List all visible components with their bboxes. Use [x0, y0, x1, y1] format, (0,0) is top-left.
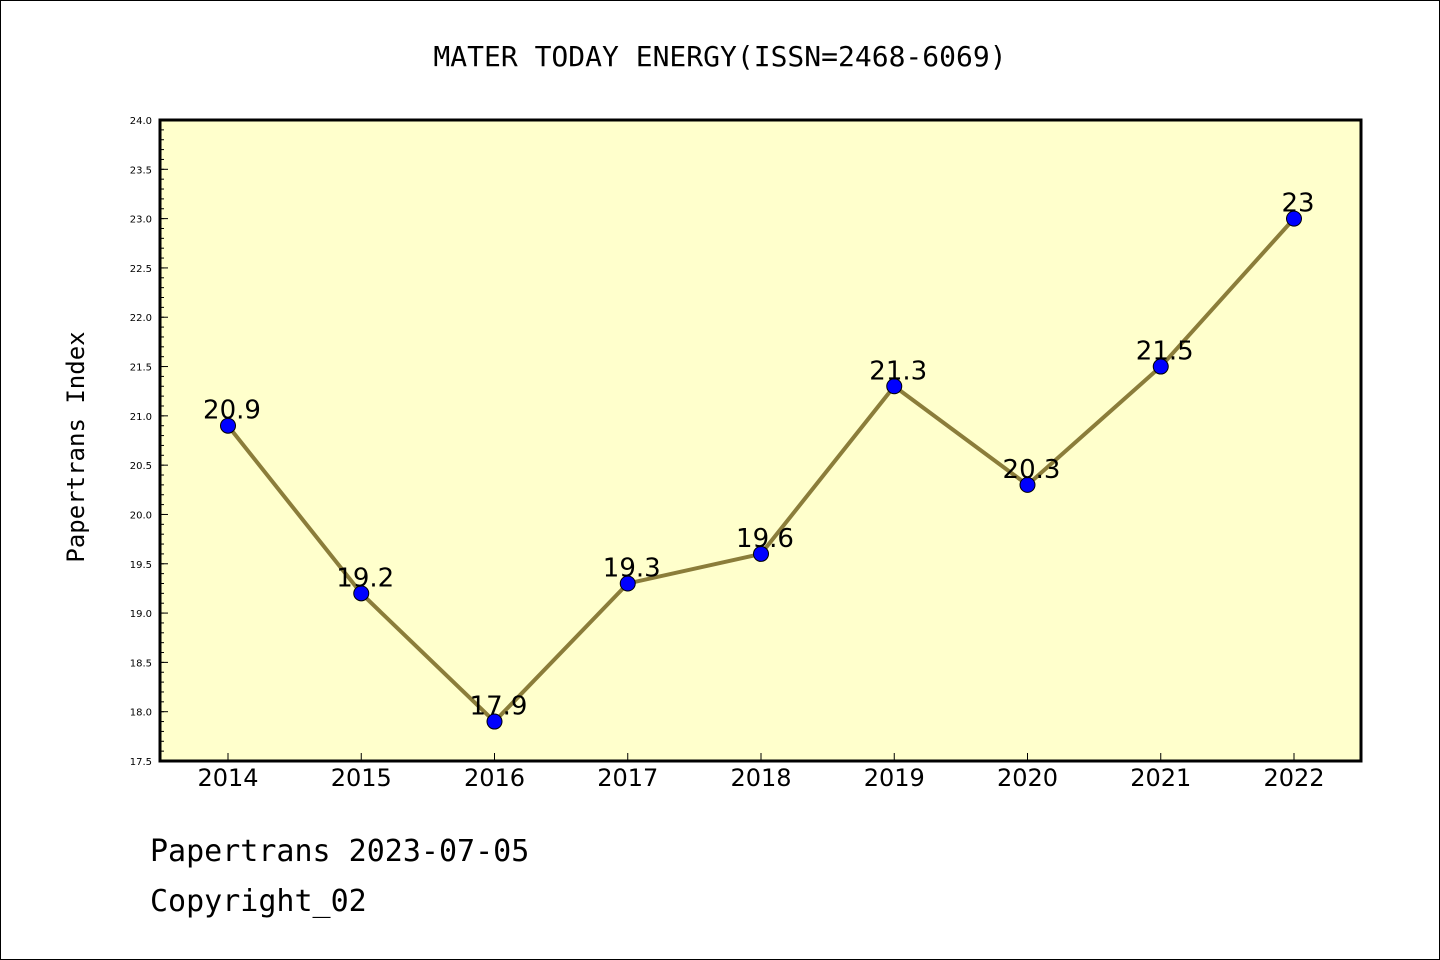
data-label: 23: [1281, 189, 1314, 219]
x-tick-label: 2018: [730, 764, 791, 792]
data-label: 20.3: [1003, 455, 1061, 485]
data-point: [1019, 476, 1036, 493]
plot-area: [160, 120, 1361, 761]
x-axis-tick-labels: 2014 2015 2016 2017 2018 2019 2020 2021 2022: [197, 764, 1324, 792]
y-tick-label: 24.0: [130, 116, 152, 127]
x-tick-label: 2022: [1263, 764, 1324, 792]
footer-date: Papertrans 2023-07-05: [150, 834, 530, 869]
y-tick-label: 22.0: [130, 313, 152, 324]
data-label: 17.9: [470, 692, 528, 722]
y-tick-label: 22.5: [130, 264, 152, 275]
y-axis-tick-labels: 17.5 18.0 18.5 19.0 19.5 20.0 20.5 21.0 21.5 22.0…: [130, 116, 152, 768]
series-markers: [220, 210, 1302, 730]
y-tick-label: 20.5: [130, 461, 152, 472]
data-point: [1152, 358, 1169, 375]
data-point: [753, 545, 769, 562]
data-label: 19.6: [736, 524, 794, 554]
x-tick-label: 2021: [1130, 764, 1191, 792]
x-tick-label: 2019: [864, 764, 925, 792]
chart-title: MATER TODAY ENERGY(ISSN=2468-6069): [433, 40, 1006, 73]
data-point: [220, 417, 236, 434]
data-label: 20.9: [203, 396, 261, 426]
y-axis-label: Papertrans Index: [62, 331, 90, 562]
data-point: [353, 585, 370, 602]
y-tick-label: 21.0: [130, 412, 152, 423]
data-labels: 20.9 19.2 17.9 19.3 19.6 21.3 20.3 21.5 23: [203, 189, 1314, 722]
data-point: [1286, 210, 1302, 227]
y-tick-label: 17.5: [130, 757, 152, 768]
data-point: [486, 713, 503, 730]
data-label: 19.3: [603, 553, 661, 583]
x-tick-label: 2016: [464, 764, 525, 792]
y-tick-label: 20.0: [130, 510, 152, 521]
y-tick-label: 23.5: [130, 165, 152, 176]
data-label: 19.2: [336, 563, 394, 593]
plot-border: [158, 118, 1363, 763]
data-label: 21.3: [869, 356, 927, 386]
data-point: [619, 575, 636, 592]
y-tick-label: 19.5: [130, 560, 152, 571]
x-tick-label: 2014: [197, 764, 258, 792]
x-tick-label: 2015: [331, 764, 392, 792]
data-point: [886, 378, 903, 395]
y-tick-label: 18.0: [130, 708, 152, 719]
footer-copyright: Copyright_02: [150, 884, 367, 919]
y-tick-label: 21.5: [130, 363, 152, 374]
y-tick-label: 23.0: [130, 215, 152, 226]
y-tick-label: 19.0: [130, 609, 152, 620]
data-label: 21.5: [1136, 337, 1194, 367]
y-tick-label: 18.5: [130, 658, 152, 669]
x-tick-label: 2020: [997, 764, 1058, 792]
x-tick-label: 2017: [597, 764, 658, 792]
